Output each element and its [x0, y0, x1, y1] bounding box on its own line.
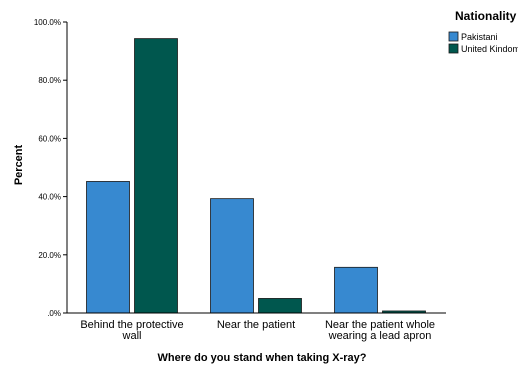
legend-swatch [448, 43, 459, 54]
y-tick-label: 20.0% [38, 251, 61, 260]
legend-title: Nationality [455, 9, 517, 23]
bar-pakistani [210, 198, 254, 314]
x-tick-label: Near the patient [217, 319, 295, 331]
x-tick-label: Behind the protective [80, 319, 183, 331]
x-tick-label: wall [122, 330, 142, 342]
y-axis-ticks: .0% 20.0% 40.0% 60.0% 80.0% 100.0% [34, 18, 67, 318]
x-tick-label: Near the patient whole [325, 319, 435, 331]
bars-group [86, 38, 426, 314]
legend: Nationality Pakistani United Kindom [448, 9, 518, 54]
legend-label: United Kindom [461, 44, 518, 54]
y-tick-label: 80.0% [38, 76, 61, 85]
bar-united-kingdom [134, 38, 178, 314]
y-tick-label: 60.0% [38, 134, 61, 143]
y-tick-label: 40.0% [38, 193, 61, 202]
y-axis-title: Percent [13, 144, 25, 185]
y-tick-label: .0% [47, 309, 61, 318]
bar-pakistani [86, 181, 130, 314]
legend-swatch [448, 31, 459, 42]
legend-label: Pakistani [461, 32, 498, 42]
bar-pakistani [334, 266, 378, 314]
y-tick-label: 100.0% [34, 18, 61, 27]
x-axis-title: Where do you stand when taking X-ray? [157, 352, 366, 364]
x-tick-label: wearing a lead apron [328, 330, 432, 342]
bar-united-kingdom [258, 298, 302, 314]
